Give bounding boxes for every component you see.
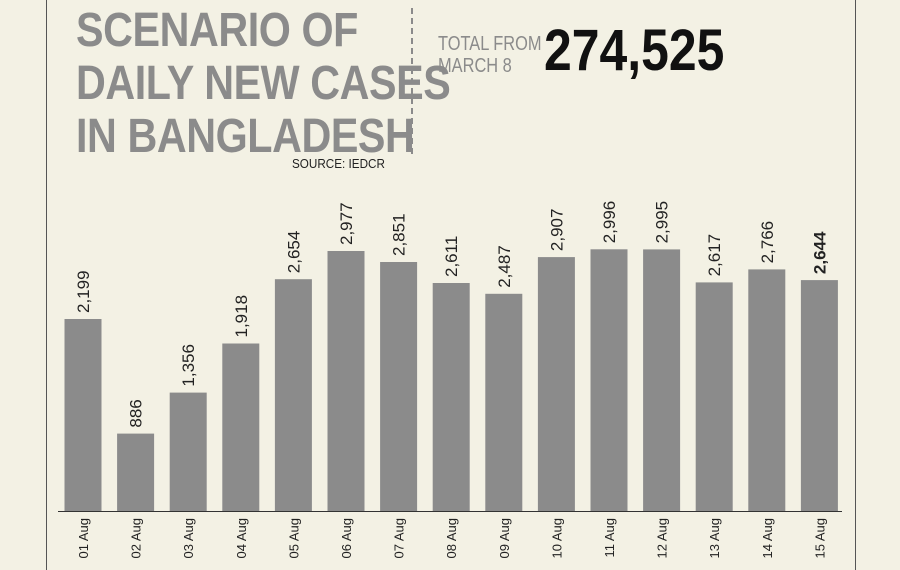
title-line-1: SCENARIO OF xyxy=(76,4,358,57)
value-label-03-aug: 1,356 xyxy=(179,344,198,387)
value-label-14-aug: 2,766 xyxy=(758,221,777,264)
value-label-08-aug: 2,611 xyxy=(442,236,461,277)
value-label-02-aug: 886 xyxy=(127,399,146,427)
value-label-06-aug: 2,977 xyxy=(337,202,356,245)
bar-02-aug xyxy=(117,433,155,511)
frame-left-rule xyxy=(46,0,47,570)
value-label-10-aug: 2,907 xyxy=(547,209,566,252)
value-label-15-aug: 2,644 xyxy=(810,231,829,274)
bar-12-aug xyxy=(643,249,681,511)
category-label-02-aug: 02 Aug xyxy=(129,518,144,559)
frame-right-rule xyxy=(855,0,856,570)
category-label-12-aug: 12 Aug xyxy=(655,518,670,559)
value-label-13-aug: 2,617 xyxy=(705,234,724,277)
value-label-04-aug: 1,918 xyxy=(232,295,251,338)
header-divider xyxy=(411,8,413,154)
total-label: TOTAL FROM MARCH 8 xyxy=(438,33,542,77)
value-label-11-aug: 2,996 xyxy=(600,201,619,244)
bar-11-aug xyxy=(590,249,628,512)
bar-03-aug xyxy=(169,392,207,511)
category-label-13-aug: 13 Aug xyxy=(707,518,722,559)
category-label-07-aug: 07 Aug xyxy=(392,518,407,559)
total-value: 274,525 xyxy=(544,18,725,83)
title-line-3: IN BANGLADESH xyxy=(76,110,415,163)
chart-title: SCENARIO OF DAILY NEW CASES IN BANGLADES… xyxy=(76,4,451,163)
category-label-09-aug: 09 Aug xyxy=(497,518,512,559)
category-label-14-aug: 14 Aug xyxy=(760,518,775,559)
source-label: SOURCE: IEDCR xyxy=(292,156,385,171)
bar-01-aug xyxy=(64,319,102,511)
category-label-05-aug: 05 Aug xyxy=(286,518,301,559)
category-label-01-aug: 01 Aug xyxy=(76,518,91,559)
bar-07-aug xyxy=(380,262,418,511)
category-label-11-aug: 11 Aug xyxy=(602,518,617,558)
total-label-line-1: TOTAL FROM xyxy=(438,33,542,55)
value-label-09-aug: 2,487 xyxy=(495,245,514,288)
category-label-03-aug: 03 Aug xyxy=(181,518,196,559)
category-label-04-aug: 04 Aug xyxy=(234,518,249,559)
category-label-08-aug: 08 Aug xyxy=(444,518,459,559)
bar-14-aug xyxy=(748,269,786,511)
title-line-2: DAILY NEW CASES xyxy=(76,57,451,110)
category-label-15-aug: 15 Aug xyxy=(812,518,827,559)
bar-08-aug xyxy=(432,283,470,511)
value-label-12-aug: 2,995 xyxy=(653,201,672,244)
total-label-line-2: MARCH 8 xyxy=(438,55,512,77)
bar-10-aug xyxy=(537,257,575,511)
bar-09-aug xyxy=(485,293,523,511)
bar-04-aug xyxy=(222,343,260,511)
category-label-06-aug: 06 Aug xyxy=(339,518,354,559)
bar-05-aug xyxy=(274,279,312,511)
bar-13-aug xyxy=(695,282,733,511)
category-label-10-aug: 10 Aug xyxy=(549,518,564,559)
bar-15-aug xyxy=(800,280,838,511)
value-label-05-aug: 2,654 xyxy=(284,231,303,274)
value-label-01-aug: 2,199 xyxy=(74,270,93,313)
value-label-07-aug: 2,851 xyxy=(390,213,409,256)
bar-06-aug xyxy=(327,251,365,511)
